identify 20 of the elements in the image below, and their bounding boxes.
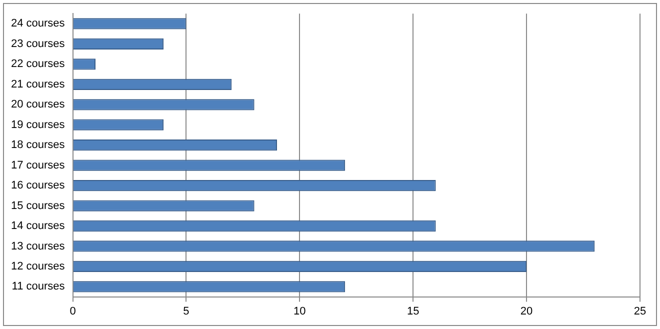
y-tick-label: 24 courses — [10, 18, 66, 30]
y-tick-label: 21 courses — [10, 78, 66, 90]
y-tick-label: 11 courses — [12, 280, 66, 293]
y-tick-label: 19 courses — [10, 118, 66, 131]
y-tick-label: 12 courses — [10, 260, 66, 272]
y-tick-label: 16 courses — [10, 180, 66, 192]
x-tick-label: 5 — [183, 305, 190, 318]
y-tick-label: 14 courses — [10, 220, 66, 232]
x-tick-label: 10 — [294, 305, 306, 318]
x-tick-label: 20 — [520, 305, 533, 318]
y-tick-label: 18 courses — [10, 139, 66, 152]
x-tick-label: 25 — [634, 305, 646, 318]
y-tick-label: 13 courses — [10, 240, 66, 252]
y-tick-label: 15 courses — [10, 200, 66, 212]
y-tick-label: 23 courses — [10, 38, 66, 50]
y-tick-label: 20 courses — [10, 98, 66, 111]
x-tick-label: 15 — [407, 305, 420, 318]
x-tick-label: 0 — [70, 305, 76, 318]
y-tick-label: 22 courses — [10, 58, 66, 70]
y-tick-label: 17 courses — [10, 159, 66, 172]
